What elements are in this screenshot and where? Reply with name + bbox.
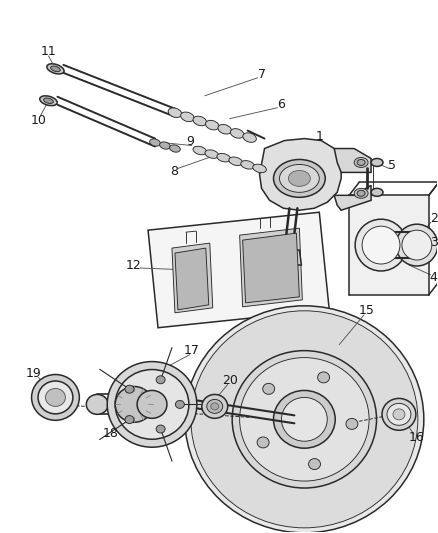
Ellipse shape	[193, 146, 207, 155]
Ellipse shape	[253, 164, 266, 173]
Polygon shape	[148, 212, 329, 328]
Ellipse shape	[218, 125, 231, 134]
Ellipse shape	[211, 403, 219, 410]
Ellipse shape	[47, 64, 64, 74]
Ellipse shape	[44, 98, 53, 103]
Ellipse shape	[371, 158, 383, 166]
Ellipse shape	[354, 188, 368, 198]
Polygon shape	[334, 149, 371, 172]
Text: 6: 6	[278, 98, 286, 111]
Ellipse shape	[46, 389, 65, 406]
Ellipse shape	[159, 142, 170, 149]
Text: 19: 19	[26, 367, 42, 380]
Ellipse shape	[229, 157, 243, 166]
Text: 8: 8	[170, 165, 178, 178]
Ellipse shape	[191, 311, 418, 528]
Text: 1: 1	[315, 130, 323, 143]
Ellipse shape	[282, 398, 327, 441]
Ellipse shape	[156, 425, 165, 433]
Ellipse shape	[125, 416, 134, 424]
Ellipse shape	[273, 159, 325, 197]
Polygon shape	[260, 139, 341, 210]
Ellipse shape	[346, 418, 358, 430]
Text: 11: 11	[41, 45, 57, 59]
Ellipse shape	[115, 369, 189, 439]
Ellipse shape	[40, 96, 57, 106]
Text: 12: 12	[125, 259, 141, 271]
Ellipse shape	[357, 190, 365, 196]
Text: 7: 7	[258, 68, 265, 82]
Text: 15: 15	[359, 304, 375, 317]
Ellipse shape	[355, 219, 407, 271]
Ellipse shape	[202, 394, 228, 418]
Ellipse shape	[115, 386, 153, 422]
Ellipse shape	[308, 458, 321, 470]
Ellipse shape	[107, 361, 197, 447]
Ellipse shape	[125, 385, 134, 393]
Ellipse shape	[32, 375, 79, 421]
Ellipse shape	[170, 145, 180, 152]
Ellipse shape	[393, 409, 405, 420]
Text: 2: 2	[430, 212, 438, 225]
Text: 5: 5	[388, 159, 396, 172]
Ellipse shape	[168, 108, 182, 117]
Ellipse shape	[176, 400, 184, 408]
Ellipse shape	[357, 159, 365, 165]
Ellipse shape	[137, 391, 167, 418]
Ellipse shape	[396, 224, 438, 266]
Ellipse shape	[279, 165, 319, 192]
Ellipse shape	[241, 160, 254, 169]
Ellipse shape	[232, 351, 377, 488]
Polygon shape	[240, 228, 302, 307]
Ellipse shape	[243, 133, 256, 142]
Ellipse shape	[185, 306, 424, 533]
Ellipse shape	[273, 391, 335, 448]
Polygon shape	[172, 243, 213, 313]
Text: 16: 16	[409, 431, 425, 444]
Ellipse shape	[217, 154, 230, 162]
Ellipse shape	[382, 399, 416, 430]
Polygon shape	[349, 195, 429, 295]
Ellipse shape	[230, 128, 244, 138]
Ellipse shape	[289, 171, 311, 187]
Polygon shape	[334, 185, 371, 210]
Ellipse shape	[86, 394, 108, 414]
Ellipse shape	[51, 66, 60, 72]
Ellipse shape	[263, 383, 275, 394]
Ellipse shape	[156, 376, 165, 384]
Ellipse shape	[402, 230, 432, 260]
Polygon shape	[243, 233, 300, 303]
Text: 20: 20	[222, 374, 238, 387]
Ellipse shape	[205, 150, 219, 158]
Ellipse shape	[318, 372, 329, 383]
Ellipse shape	[387, 403, 411, 425]
Text: 9: 9	[186, 135, 194, 148]
Ellipse shape	[205, 120, 219, 130]
Ellipse shape	[193, 116, 207, 126]
Ellipse shape	[257, 437, 269, 448]
Polygon shape	[278, 250, 301, 265]
Ellipse shape	[240, 358, 369, 481]
Ellipse shape	[180, 112, 194, 122]
Polygon shape	[175, 248, 209, 310]
Ellipse shape	[207, 399, 223, 414]
Ellipse shape	[362, 226, 400, 264]
Ellipse shape	[371, 188, 383, 196]
Text: 18: 18	[102, 427, 118, 440]
Ellipse shape	[354, 157, 368, 167]
Text: 3: 3	[430, 236, 438, 248]
Text: 17: 17	[184, 344, 200, 357]
Ellipse shape	[38, 381, 73, 414]
Text: 4: 4	[430, 271, 438, 285]
Text: 10: 10	[31, 114, 46, 127]
Ellipse shape	[150, 139, 160, 146]
